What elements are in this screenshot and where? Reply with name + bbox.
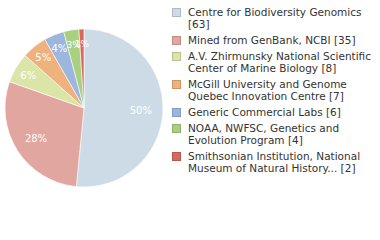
data-labels: 50%28%6%5%4%3%1% [20, 39, 152, 144]
data-label: 28% [25, 133, 47, 144]
legend-label: Smithsonian Institution, National Museum… [188, 150, 374, 174]
legend-entry: NOAA, NWFSC, Genetics and Evolution Prog… [172, 122, 376, 146]
legend-entry: Mined from GenBank, NCBI [35] [172, 34, 376, 46]
data-label: 5% [35, 52, 51, 63]
legend-entry: Smithsonian Institution, National Museum… [172, 150, 376, 174]
data-label: 6% [20, 70, 36, 81]
legend-entry: McGill University and Genome Quebec Inno… [172, 78, 376, 102]
data-label: 50% [130, 105, 152, 116]
slices [5, 29, 163, 187]
legend-label: Mined from GenBank, NCBI [35] [188, 34, 374, 46]
legend: Centre for Biodiversity Genomics [63] Min… [172, 6, 376, 174]
pie-area: 50%28%6%5%4%3%1% [0, 0, 170, 240]
legend-swatch [172, 36, 181, 45]
slice [76, 29, 163, 187]
legend-swatch [172, 80, 181, 89]
legend-entry: Generic Commercial Labs [6] [172, 106, 376, 118]
legend-swatch [172, 108, 181, 117]
legend-label: A.V. Zhirmunsky National Scientific Cent… [188, 50, 374, 74]
legend-swatch [172, 152, 181, 161]
data-label: 1% [75, 39, 90, 49]
legend-swatch [172, 8, 181, 17]
legend-label: NOAA, NWFSC, Genetics and Evolution Prog… [188, 122, 374, 146]
legend-swatch [172, 52, 181, 61]
legend-label: Centre for Biodiversity Genomics [63] [188, 6, 374, 30]
legend-entry: A.V. Zhirmunsky National Scientific Cent… [172, 50, 376, 74]
legend-swatch [172, 124, 181, 133]
legend-label: Generic Commercial Labs [6] [188, 106, 374, 118]
data-label: 4% [52, 43, 68, 54]
legend-label: McGill University and Genome Quebec Inno… [188, 78, 374, 102]
legend-entry: Centre for Biodiversity Genomics [63] [172, 6, 376, 30]
